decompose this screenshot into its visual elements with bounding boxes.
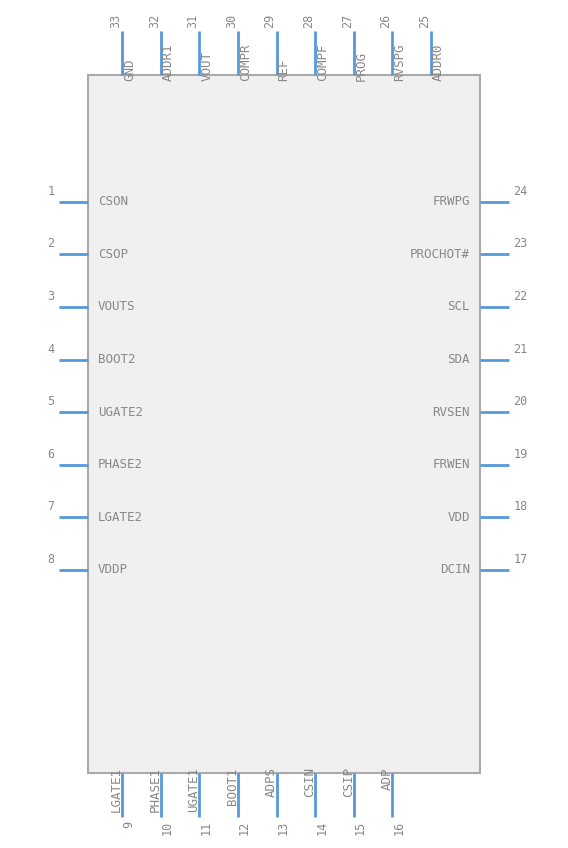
Text: SDA: SDA <box>448 353 470 366</box>
Text: CSIP: CSIP <box>342 767 355 797</box>
Text: ADDR0: ADDR0 <box>432 43 445 81</box>
Text: CSON: CSON <box>98 195 128 209</box>
Text: ADPS: ADPS <box>265 767 278 797</box>
Text: 9: 9 <box>122 821 135 828</box>
Text: 1: 1 <box>47 185 55 198</box>
Text: 15: 15 <box>354 821 367 834</box>
Text: 14: 14 <box>315 821 328 834</box>
Text: LGATE2: LGATE2 <box>98 510 143 524</box>
Text: CSIN: CSIN <box>303 767 316 797</box>
Text: PHASE2: PHASE2 <box>98 458 143 471</box>
Text: SCL: SCL <box>448 300 470 314</box>
Text: COMPR: COMPR <box>239 43 252 81</box>
Text: 24: 24 <box>513 185 528 198</box>
Text: FRWEN: FRWEN <box>432 458 470 471</box>
Text: ADDR1: ADDR1 <box>162 43 175 81</box>
Text: 3: 3 <box>47 290 55 303</box>
Text: 28: 28 <box>302 14 315 27</box>
Text: 25: 25 <box>418 14 431 27</box>
Text: 7: 7 <box>47 500 55 513</box>
Text: PHASE1: PHASE1 <box>149 767 162 812</box>
Text: 32: 32 <box>148 14 161 27</box>
Text: 20: 20 <box>513 395 528 408</box>
Text: VOUTS: VOUTS <box>98 300 136 314</box>
Text: 26: 26 <box>379 14 392 27</box>
Text: 33: 33 <box>109 14 122 27</box>
Text: 13: 13 <box>277 821 290 834</box>
Text: FRWPG: FRWPG <box>432 195 470 209</box>
Text: 16: 16 <box>392 821 406 834</box>
Text: COMPF: COMPF <box>316 43 329 81</box>
Text: PROCHOT#: PROCHOT# <box>410 248 470 261</box>
Text: 31: 31 <box>186 14 199 27</box>
Text: 17: 17 <box>513 553 528 566</box>
Text: CSOP: CSOP <box>98 248 128 261</box>
Text: RVSEN: RVSEN <box>432 405 470 419</box>
Text: 11: 11 <box>199 821 212 834</box>
Text: VDD: VDD <box>448 510 470 524</box>
Text: 10: 10 <box>161 821 174 834</box>
Text: PROG: PROG <box>355 51 368 81</box>
Text: VOUT: VOUT <box>201 51 214 81</box>
Text: 8: 8 <box>47 553 55 566</box>
Text: LGATE1: LGATE1 <box>110 767 123 812</box>
Text: 5: 5 <box>47 395 55 408</box>
Text: GND: GND <box>123 59 136 81</box>
Text: 30: 30 <box>225 14 238 27</box>
Text: ADP: ADP <box>381 767 394 789</box>
Text: 21: 21 <box>513 343 528 355</box>
Text: 22: 22 <box>513 290 528 303</box>
Text: 18: 18 <box>513 500 528 513</box>
Text: 2: 2 <box>47 237 55 250</box>
Text: VDDP: VDDP <box>98 563 128 577</box>
Text: 27: 27 <box>341 14 354 27</box>
Text: 19: 19 <box>513 448 528 460</box>
Text: 12: 12 <box>238 821 251 834</box>
Text: RVSPG: RVSPG <box>394 43 407 81</box>
Text: DCIN: DCIN <box>440 563 470 577</box>
Text: REF: REF <box>278 59 291 81</box>
Text: 29: 29 <box>264 14 277 27</box>
Text: BOOT1: BOOT1 <box>226 767 239 805</box>
Text: 4: 4 <box>47 343 55 355</box>
Text: UGATE1: UGATE1 <box>187 767 201 812</box>
Text: 23: 23 <box>513 237 528 250</box>
Bar <box>88 75 480 773</box>
Text: BOOT2: BOOT2 <box>98 353 136 366</box>
Text: 6: 6 <box>47 448 55 460</box>
Text: UGATE2: UGATE2 <box>98 405 143 419</box>
